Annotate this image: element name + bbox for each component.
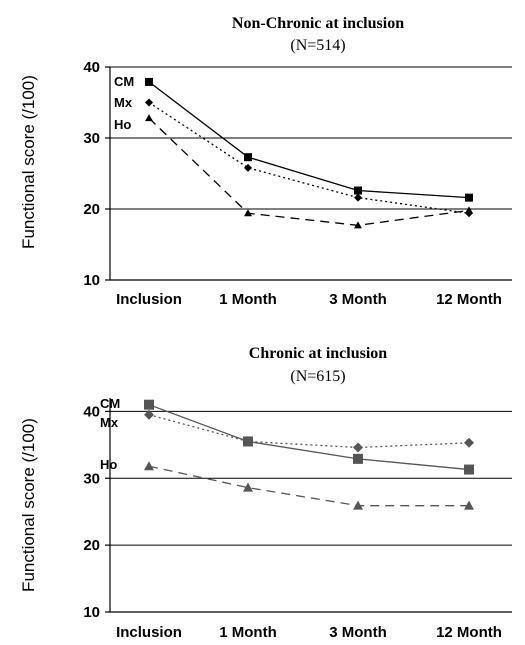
data-point-cm (144, 399, 154, 410)
series-label-cm: CM (114, 74, 134, 89)
plot-area: 10 20 30 40 Inclusion 1 Month 3 Month 12 Month C… (83, 59, 512, 308)
y-tick-label: 40 (83, 59, 100, 76)
plot-area: 10 20 30 40 Inclusion 1 Month 3 Month 12 Month C… (83, 396, 512, 641)
data-point-ho (244, 209, 252, 217)
chart-chronic: Chronic at inclusion (N=615) Functional … (19, 345, 512, 641)
x-tick-label: 1 Month (219, 291, 277, 308)
data-point-ho (353, 500, 363, 510)
chart-subtitle: (N=514) (290, 37, 345, 54)
series-line-cm (148, 404, 470, 471)
data-point-ho (465, 206, 473, 214)
data-point-mx (464, 437, 474, 448)
series-line-cm (148, 81, 470, 199)
data-point-ho (243, 482, 253, 492)
series-label-mx: Mx (114, 95, 133, 110)
data-point-ho (464, 500, 474, 510)
series-label-ho: Ho (114, 117, 131, 132)
chart-title: Chronic at inclusion (249, 345, 388, 362)
series-label-cm: CM (100, 396, 120, 411)
data-point-mx (145, 98, 153, 107)
chart-subtitle: (N=615) (290, 368, 345, 385)
series-line-ho (148, 465, 469, 507)
data-point-mx (243, 436, 253, 447)
series-line-ho (148, 117, 470, 226)
x-tick-label: 3 Month (329, 624, 387, 641)
data-point-cm (464, 464, 474, 475)
x-tick-label: 1 Month (219, 624, 277, 641)
series-label-mx: Mx (100, 415, 119, 430)
y-tick-label: 30 (83, 130, 100, 147)
data-point-mx (144, 409, 154, 420)
series-line-mx (148, 414, 470, 449)
data-point-ho (354, 221, 362, 229)
y-tick-label: 20 (83, 537, 100, 554)
y-axis-label: Functional score (/100) (19, 418, 38, 592)
x-tick-label: Inclusion (116, 291, 182, 308)
x-tick-label: Inclusion (116, 624, 182, 641)
y-axis-label: Functional score (/100) (19, 75, 38, 249)
data-point-cm (354, 186, 362, 195)
data-point-cm (353, 453, 363, 464)
x-tick-label: 3 Month (329, 291, 387, 308)
y-tick-label: 10 (83, 604, 100, 621)
series-line-mx (148, 101, 470, 214)
data-point-mx (353, 442, 363, 453)
data-point-cm (244, 153, 252, 162)
chart-title: Non-Chronic at inclusion (232, 15, 404, 32)
data-point-mx (244, 163, 252, 172)
y-tick-label: 20 (83, 201, 100, 218)
y-tick-label: 10 (83, 272, 100, 289)
data-point-ho (145, 114, 153, 122)
data-point-mx (354, 193, 362, 202)
chart-non-chronic: Non-Chronic at inclusion (N=514) Functio… (19, 15, 512, 308)
data-point-ho (144, 461, 154, 471)
x-tick-label: 12 Month (436, 624, 502, 641)
data-point-cm (465, 193, 473, 202)
x-tick-label: 12 Month (436, 291, 502, 308)
data-point-cm (145, 77, 153, 86)
y-tick-label: 30 (83, 470, 100, 487)
series-label-ho: Ho (100, 457, 117, 472)
y-tick-label: 40 (83, 403, 100, 420)
